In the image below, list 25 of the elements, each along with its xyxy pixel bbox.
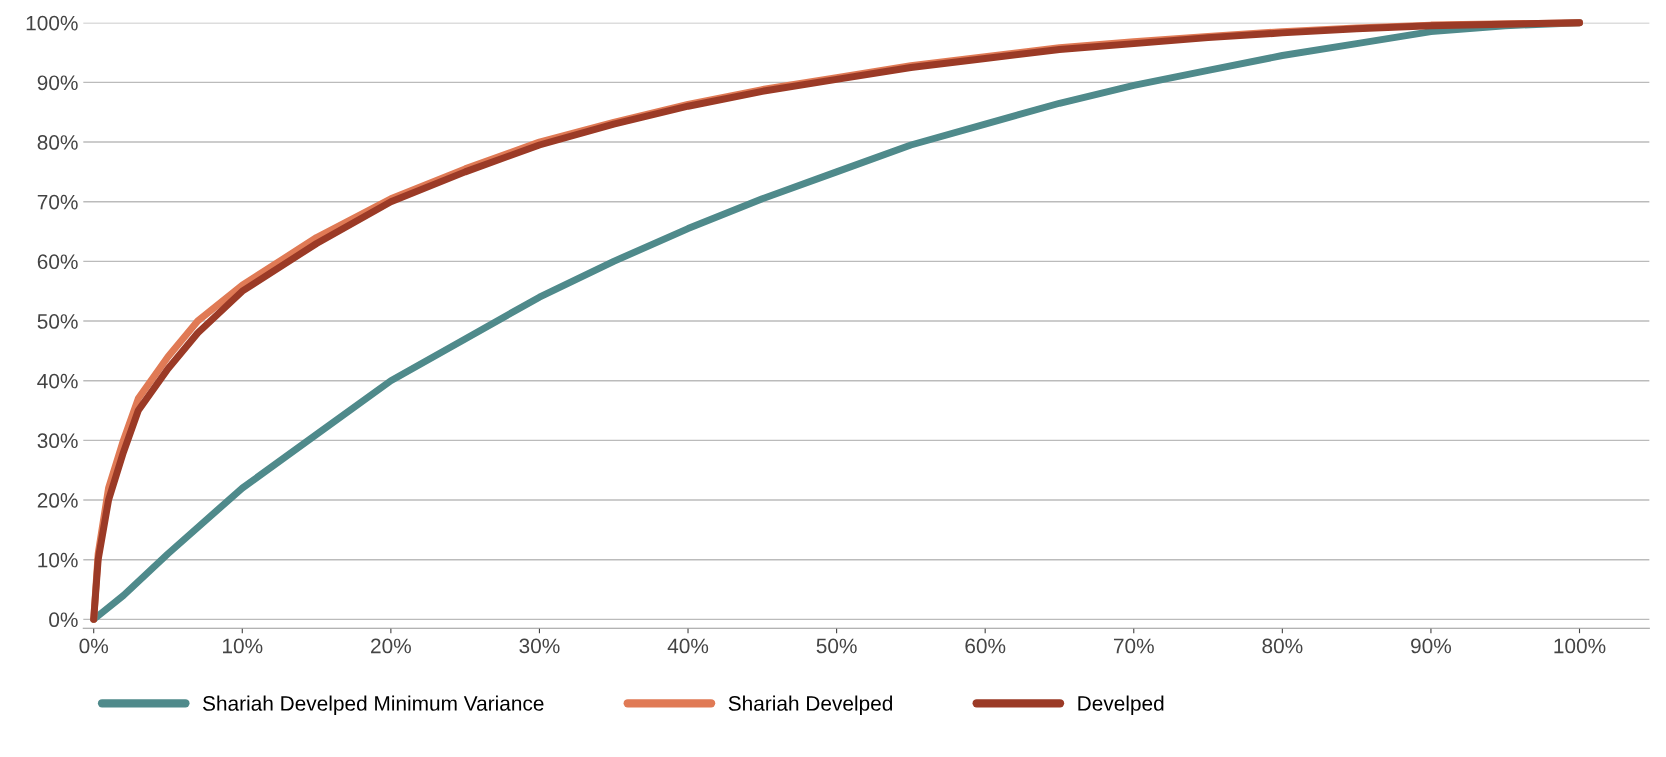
y-tick-label: 60% <box>37 254 78 270</box>
x-tick-label: 60% <box>965 638 1006 654</box>
x-tick-label: 20% <box>371 638 411 654</box>
x-tick-label: 50% <box>816 638 857 654</box>
y-tick-label: 0% <box>49 612 78 628</box>
x-tick-label: 80% <box>1262 638 1303 654</box>
x-tick-label: 70% <box>1113 638 1154 654</box>
y-tick-label: 10% <box>38 552 78 568</box>
y-tick-label: 30% <box>37 433 78 449</box>
y-tick-label: 50% <box>37 314 78 329</box>
y-tick-label: 70% <box>37 194 78 210</box>
x-tick-label: 10% <box>223 638 263 654</box>
legend-label: Develped <box>1078 695 1164 715</box>
y-tick-label: 20% <box>37 493 78 508</box>
legend-label: Shariah Develped <box>728 695 893 715</box>
y-tick-label: 80% <box>37 135 78 150</box>
y-tick-label: 40% <box>37 373 78 389</box>
x-tick-label: 30% <box>519 638 560 654</box>
x-tick-label: 0% <box>79 638 109 654</box>
x-tick-label: 90% <box>1411 638 1452 654</box>
x-tick-label: 100% <box>1554 638 1606 654</box>
y-tick-label: 100% <box>26 15 78 31</box>
y-tick-label: 90% <box>37 75 78 91</box>
legend-label: Shariah Develped Minimum Variance <box>203 695 544 715</box>
x-tick-label: 40% <box>667 638 709 654</box>
